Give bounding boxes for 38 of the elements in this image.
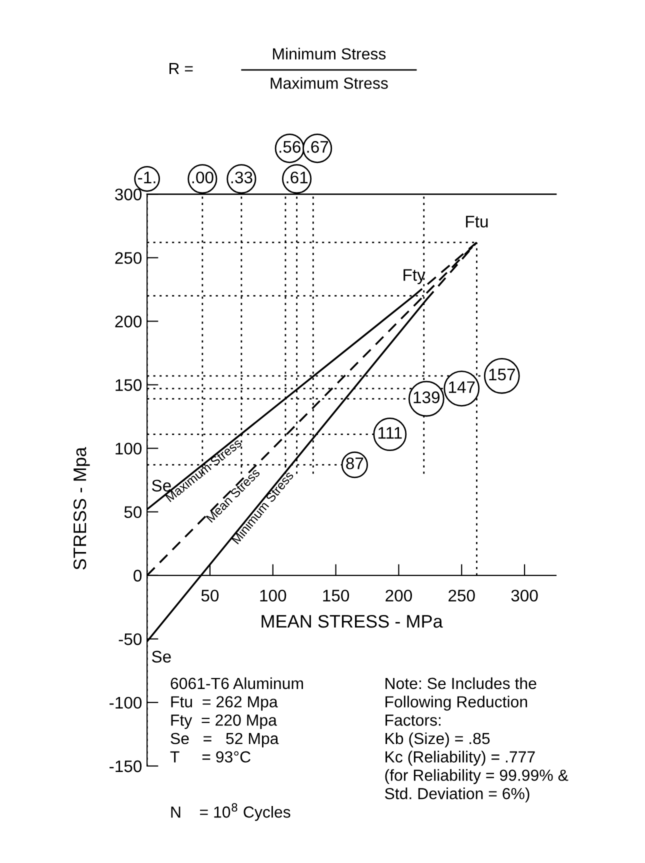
y-axis-title: STRESS - Mpa xyxy=(73,446,90,570)
x-tick-label: 50 xyxy=(201,590,219,602)
annotation: .56 xyxy=(280,141,300,153)
ref-line-label: 147 xyxy=(448,381,475,393)
annotation: 6061-T6 Aluminum Ftu = 262 Mpa Fty = 220 Mpa Se = 52 Mpa T = 93°C xyxy=(170,677,303,763)
y-tick-label: 150 xyxy=(116,379,142,391)
annotation: Fty xyxy=(404,269,426,284)
annotation: .00 xyxy=(192,172,214,184)
annotation: .33 xyxy=(231,172,252,184)
y-tick-label: -100 xyxy=(110,696,142,709)
annotation: .61 xyxy=(286,172,308,184)
y-tick-label: 300 xyxy=(115,188,142,200)
y-tick-label: -150 xyxy=(110,760,142,772)
text: Maximum Stress xyxy=(270,77,388,89)
x-tick-label: 150 xyxy=(323,590,350,602)
x-tick-label: 200 xyxy=(386,590,412,602)
x-tick-label: 100 xyxy=(260,590,286,602)
x-tick-label: 250 xyxy=(448,590,475,602)
ref-line-label: 157 xyxy=(489,368,515,380)
x-tick-label: 300 xyxy=(511,590,538,602)
y-tick-label: -50 xyxy=(118,633,142,646)
annotation: Ftu xyxy=(466,216,488,228)
annotation: .67 xyxy=(307,141,328,153)
y-tick-label: 50 xyxy=(124,506,142,518)
x-axis-title: MEAN STRESS - MPa xyxy=(262,614,443,628)
ref-line-label: 87 xyxy=(346,458,364,470)
annotation: -1. xyxy=(138,172,156,184)
y-tick-label: 200 xyxy=(115,316,142,328)
ref-line-label: 111 xyxy=(378,427,402,439)
y-tick-label: 0 xyxy=(134,570,142,582)
y-tick-label: 250 xyxy=(115,252,142,264)
ref-line-label: 139 xyxy=(414,391,440,404)
text: N = 10$^{8}$ Cycles xyxy=(171,803,290,821)
annotation: Se xyxy=(152,650,171,663)
text: R = xyxy=(170,63,193,74)
annotation: Note: Se Includes the Following Reduction Factors: Kb (Size) = .85 Kc (Reliability) = .777 (for Reliability = 99.99% & Std. Deviation = 6%) xyxy=(384,677,568,802)
text: Minimum Stress xyxy=(273,48,386,60)
y-tick-label: 100 xyxy=(116,442,142,455)
